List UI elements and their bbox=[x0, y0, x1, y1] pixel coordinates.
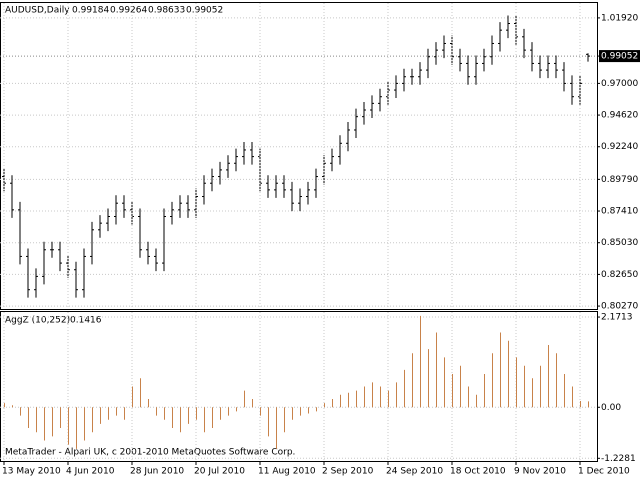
indicator-value: 0.1416 bbox=[70, 316, 102, 326]
y-tick-label: 0.00 bbox=[601, 403, 621, 413]
header-value: 0.99264 bbox=[110, 6, 147, 16]
header-value: 0.99052 bbox=[186, 6, 223, 16]
y-tick-label: 1.01920 bbox=[601, 13, 638, 23]
indicator-title: AggZ (10,252) bbox=[5, 316, 70, 326]
x-tick-label: 18 Oct 2010 bbox=[450, 467, 506, 477]
y-tick-label: 2.1713 bbox=[601, 313, 633, 323]
main-pane bbox=[0, 2, 598, 310]
y-tick-label: 0.85030 bbox=[601, 238, 638, 248]
y-tick-label: 0.97000 bbox=[601, 79, 638, 89]
x-tick-label: 11 Aug 2010 bbox=[258, 467, 316, 477]
x-tick-label: 28 Jun 2010 bbox=[130, 467, 184, 477]
x-tick-label: 4 Jun 2010 bbox=[66, 467, 115, 477]
header-value: 0.99184 bbox=[72, 6, 109, 16]
header-value: 0.98633 bbox=[148, 6, 185, 16]
price-label-box bbox=[599, 50, 640, 63]
indicator-pane bbox=[0, 311, 598, 462]
footer: MetaTrader - Alpari UK, c 2001-2010 Meta… bbox=[5, 448, 295, 458]
y-tick-label: 0.94620 bbox=[601, 111, 638, 121]
y-tick-label: 0.80270 bbox=[601, 302, 638, 312]
x-tick-label: 20 Jul 2010 bbox=[194, 467, 245, 477]
y-tick-label: 0.89790 bbox=[601, 175, 638, 185]
y-tick-label: 0.92240 bbox=[601, 142, 638, 152]
y-tick-label: -1.2281 bbox=[601, 454, 636, 464]
x-tick-label: 9 Nov 2010 bbox=[514, 467, 566, 477]
x-tick-label: 2 Sep 2010 bbox=[322, 467, 374, 477]
y-tick-label: 0.87410 bbox=[601, 207, 638, 217]
x-tick-label: 24 Sep 2010 bbox=[386, 467, 443, 477]
chart-title: AUDUSD,Daily bbox=[5, 6, 70, 16]
y-tick-label: 0.82650 bbox=[601, 270, 638, 280]
x-tick-label: 1 Dec 2010 bbox=[578, 467, 630, 477]
y-tick-label: 0.99052 bbox=[601, 52, 638, 62]
x-tick-label: 13 May 2010 bbox=[2, 467, 61, 477]
